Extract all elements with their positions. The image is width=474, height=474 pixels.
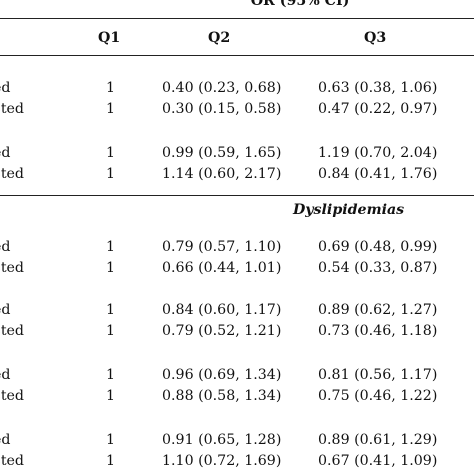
table-row: sted 1 0.99 (0.59, 1.65) 1.19 (0.70, 2.0…	[0, 145, 474, 165]
row-label: sted	[0, 80, 11, 96]
q1-value: 1	[106, 367, 116, 383]
q2-value: 0.91 (0.65, 1.28)	[162, 432, 282, 448]
q3-value: 0.89 (0.62, 1.27)	[318, 302, 438, 318]
table-row: justed 1 1.14 (0.60, 2.17) 0.84 (0.41, 1…	[0, 166, 474, 186]
column-header-q1: Q1	[98, 30, 121, 46]
row-label: sted	[0, 302, 11, 318]
row-label: sted	[0, 145, 11, 161]
q1-value: 1	[106, 101, 116, 117]
table-row: justed 1 0.79 (0.52, 1.21) 0.73 (0.46, 1…	[0, 323, 474, 343]
q1-value: 1	[106, 302, 116, 318]
q1-value: 1	[106, 432, 116, 448]
table-row: sted 1 0.79 (0.57, 1.10) 0.69 (0.48, 0.9…	[0, 239, 474, 259]
q1-value: 1	[106, 323, 116, 339]
q1-value: 1	[106, 239, 116, 255]
q3-value: 0.73 (0.46, 1.18)	[318, 323, 438, 339]
section-title: Dyslipidemias	[293, 202, 405, 218]
q3-value: 0.81 (0.56, 1.17)	[318, 367, 438, 383]
q2-value: 0.79 (0.57, 1.10)	[162, 239, 282, 255]
q3-value: 1.19 (0.70, 2.04)	[318, 145, 438, 161]
q2-value: 0.40 (0.23, 0.68)	[162, 80, 282, 96]
q3-value: 0.84 (0.41, 1.76)	[318, 166, 438, 182]
q2-value: 0.30 (0.15, 0.58)	[162, 101, 282, 117]
q2-value: 1.14 (0.60, 2.17)	[162, 166, 282, 182]
q3-value: 0.69 (0.48, 0.99)	[318, 239, 438, 255]
column-header-q3: Q3	[364, 30, 387, 46]
table-row: sted 1 0.84 (0.60, 1.17) 0.89 (0.62, 1.2…	[0, 302, 474, 322]
row-label: justed	[0, 101, 24, 117]
or-header-text: OR (95% CI)	[250, 0, 350, 9]
table-row: sted 1 0.96 (0.69, 1.34) 0.81 (0.56, 1.1…	[0, 367, 474, 387]
q1-value: 1	[106, 80, 116, 96]
table-row: sted 1 0.91 (0.65, 1.28) 0.89 (0.61, 1.2…	[0, 432, 474, 452]
q2-value: 0.84 (0.60, 1.17)	[162, 302, 282, 318]
q2-value: 0.99 (0.59, 1.65)	[162, 145, 282, 161]
q3-value: 0.67 (0.41, 1.09)	[318, 453, 438, 469]
q2-value: 1.10 (0.72, 1.69)	[162, 453, 282, 469]
q2-value: 0.88 (0.58, 1.34)	[162, 388, 282, 404]
row-label: justed	[0, 388, 24, 404]
q1-value: 1	[106, 453, 116, 469]
section-rule	[0, 195, 474, 196]
q3-value: 0.63 (0.38, 1.06)	[318, 80, 438, 96]
header-rule-bottom	[0, 55, 474, 56]
q3-value: 0.54 (0.33, 0.87)	[318, 260, 438, 276]
q1-value: 1	[106, 145, 116, 161]
q3-value: 0.89 (0.61, 1.29)	[318, 432, 438, 448]
row-label: sted	[0, 239, 11, 255]
row-label: justed	[0, 166, 24, 182]
header-rule-top	[0, 18, 474, 19]
row-label: sted	[0, 432, 11, 448]
row-label: justed	[0, 323, 24, 339]
row-label: justed	[0, 453, 24, 469]
q3-value: 0.75 (0.46, 1.22)	[318, 388, 438, 404]
column-header-q2: Q2	[208, 30, 231, 46]
q1-value: 1	[106, 388, 116, 404]
table-row: sted 1 0.40 (0.23, 0.68) 0.63 (0.38, 1.0…	[0, 80, 474, 100]
q2-value: 0.79 (0.52, 1.21)	[162, 323, 282, 339]
row-label: sted	[0, 367, 11, 383]
q2-value: 0.66 (0.44, 1.01)	[162, 260, 282, 276]
q1-value: 1	[106, 166, 116, 182]
q1-value: 1	[106, 260, 116, 276]
table-row: justed 1 0.30 (0.15, 0.58) 0.47 (0.22, 0…	[0, 101, 474, 121]
table-row: justed 1 1.10 (0.72, 1.69) 0.67 (0.41, 1…	[0, 453, 474, 473]
table-row: justed 1 0.66 (0.44, 1.01) 0.54 (0.33, 0…	[0, 260, 474, 280]
q2-value: 0.96 (0.69, 1.34)	[162, 367, 282, 383]
row-label: justed	[0, 260, 24, 276]
q3-value: 0.47 (0.22, 0.97)	[318, 101, 438, 117]
table-row: justed 1 0.88 (0.58, 1.34) 0.75 (0.46, 1…	[0, 388, 474, 408]
